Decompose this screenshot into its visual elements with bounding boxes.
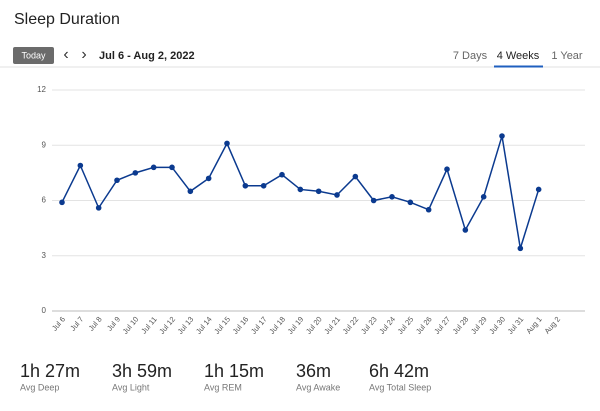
data-point: [77, 162, 84, 169]
x-tick-label: Jul 8: [87, 315, 104, 333]
range-tab[interactable]: 4 Weeks: [497, 50, 540, 62]
stat-label: Avg Deep: [20, 382, 59, 392]
data-point: [242, 182, 249, 189]
today-label[interactable]: Today: [21, 50, 46, 60]
x-tick-label: Aug 1: [524, 315, 543, 336]
prev-button[interactable]: ‹: [63, 46, 68, 63]
x-tick-label: Jul 7: [68, 315, 85, 333]
data-point: [352, 173, 359, 180]
data-point: [370, 197, 377, 204]
data-point: [407, 199, 414, 206]
page-title: Sleep Duration: [14, 11, 120, 28]
x-tick-label: Jul 20: [304, 315, 324, 336]
data-point: [315, 188, 322, 195]
x-tick-label: Jul 16: [231, 315, 251, 336]
data-point: [205, 175, 212, 182]
data-point: [260, 182, 267, 189]
data-point: [444, 166, 450, 172]
x-tick-label: Jul 11: [139, 315, 158, 336]
y-tick-label: 0: [42, 306, 47, 315]
data-point: [425, 206, 432, 213]
data-point: [150, 164, 157, 171]
x-tick-label: Jul 18: [267, 315, 287, 336]
stat-label: Avg Light: [112, 382, 150, 392]
range-tab[interactable]: 1 Year: [551, 50, 583, 62]
x-tick-label: Jul 28: [451, 315, 471, 336]
data-point: [114, 177, 120, 184]
stat-label: Avg Awake: [296, 382, 340, 392]
x-tick-label: Jul 14: [194, 315, 214, 336]
data-point: [59, 199, 65, 206]
x-tick-label: Jul 13: [176, 315, 196, 336]
y-tick-label: 9: [42, 140, 47, 149]
stat-value: 1h 27m: [20, 361, 80, 381]
x-tick-label: Aug 2: [543, 315, 562, 336]
data-point: [279, 171, 285, 178]
x-tick-label: Jul 15: [212, 315, 232, 336]
stat-value: 1h 15m: [204, 361, 264, 381]
x-tick-label: Jul 30: [487, 315, 507, 336]
data-point: [462, 227, 469, 233]
today-button[interactable]: [13, 47, 54, 64]
data-point: [95, 205, 102, 211]
x-tick-label: Jul 22: [341, 315, 361, 336]
x-tick-label: Jul 17: [249, 315, 269, 336]
x-tick-label: Jul 29: [469, 315, 489, 336]
data-point: [224, 140, 230, 147]
data-point: [187, 188, 194, 195]
x-tick-label: Jul 23: [359, 315, 379, 336]
date-range: Jul 6 - Aug 2, 2022: [99, 50, 195, 62]
x-tick-label: Jul 26: [414, 315, 434, 336]
x-tick-label: Jul 19: [286, 315, 306, 336]
y-tick-label: 3: [42, 251, 47, 260]
x-tick-label: Jul 6: [50, 315, 67, 333]
x-tick-label: Jul 10: [121, 315, 141, 336]
stat-value: 6h 42m: [369, 361, 429, 381]
x-tick-label: Jul 25: [396, 315, 416, 336]
data-point: [169, 164, 175, 171]
x-tick-label: Jul 12: [157, 315, 177, 336]
y-tick-label: 12: [37, 85, 46, 94]
data-point: [517, 245, 524, 252]
data-point: [334, 192, 340, 198]
next-button[interactable]: ›: [81, 46, 86, 63]
data-point: [389, 194, 395, 200]
stat-value: 36m: [296, 361, 331, 381]
x-tick-label: Jul 21: [322, 315, 342, 336]
data-point: [480, 194, 487, 200]
data-point: [535, 186, 542, 193]
x-tick-label: Jul 27: [432, 315, 452, 336]
stat-label: Avg Total Sleep: [369, 382, 431, 392]
y-tick-label: 6: [42, 196, 47, 205]
data-point: [297, 186, 304, 193]
x-tick-label: Jul 31: [506, 315, 526, 336]
data-point: [499, 133, 505, 139]
data-point: [132, 170, 139, 176]
stat-label: Avg REM: [204, 382, 242, 392]
x-tick-label: Jul 24: [377, 315, 397, 336]
stat-value: 3h 59m: [112, 361, 172, 381]
range-tab[interactable]: 7 Days: [453, 50, 488, 62]
